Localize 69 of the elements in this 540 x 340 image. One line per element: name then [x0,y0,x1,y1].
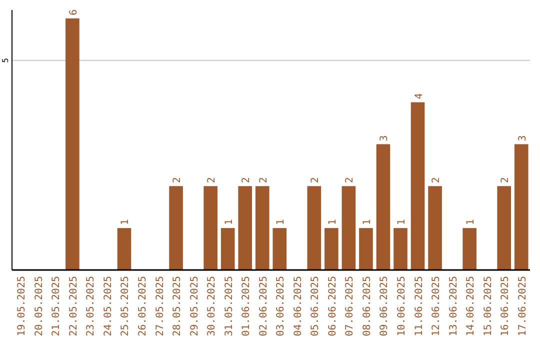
x-tick-label: 19.05.2025 [16,276,28,336]
x-tick-label: 24.05.2025 [102,276,114,336]
x-tick-label: 07.06.2025 [344,276,356,336]
data-label: 2 [206,177,218,184]
bar [359,228,373,270]
x-tick-label: 17.06.2025 [517,276,528,336]
x-tick-label: 20.05.2025 [34,276,45,336]
x-tick-label: 04.06.2025 [292,276,304,336]
x-tick-label: 27.05.2025 [154,276,166,336]
bar [342,186,356,270]
x-tick-label: 05.06.2025 [310,276,322,336]
x-tick-label: 15.06.2025 [482,276,494,336]
data-label: 1 [327,219,338,226]
bar [238,186,252,270]
bar [410,102,425,270]
data-label: 1 [276,219,287,226]
data-label: 1 [120,219,132,226]
bar [307,186,322,270]
x-tick-label: 11.06.2025 [414,276,425,336]
x-tick-label: 30.05.2025 [206,276,218,336]
data-label: 2 [500,177,512,184]
x-tick-label: 21.05.2025 [51,276,62,336]
x-tick-label: 16.06.2025 [500,276,512,336]
data-label: 2 [344,177,356,184]
bar [272,228,287,270]
data-label: 4 [414,93,425,100]
bar [117,228,132,270]
x-tick-label: 29.05.2025 [189,276,200,336]
bar [428,186,442,270]
bar [220,228,235,270]
bar [324,228,338,270]
x-tick-label: 13.06.2025 [448,276,460,336]
x-tick-label: 10.06.2025 [396,276,408,336]
bar [376,144,390,270]
data-label: 1 [466,219,477,226]
x-tick-label: 03.06.2025 [276,276,287,336]
bar [169,186,183,270]
bar [394,228,408,270]
bar [514,144,528,270]
x-tick-label: 14.06.2025 [466,276,477,336]
x-tick-label: 01.06.2025 [241,276,252,336]
x-tick-label: 06.06.2025 [327,276,338,336]
x-tick-label: 09.06.2025 [379,276,390,336]
data-label: 2 [241,177,252,184]
data-label: 2 [172,177,184,184]
x-tick-label: 23.05.2025 [86,276,97,336]
x-tick-label: 26.05.2025 [138,276,148,336]
data-label: 3 [379,135,390,142]
data-label: 2 [431,177,442,184]
x-tick-label: 02.06.2025 [258,276,270,336]
x-tick-label: 28.05.2025 [172,276,184,336]
bar [204,186,218,270]
bar [66,18,80,270]
x-tick-label: 12.06.2025 [431,276,442,336]
bar [255,186,270,270]
x-tick-label: 08.06.2025 [362,276,373,336]
x-tick-label: 25.05.2025 [120,276,132,336]
x-tick-label: 31.05.2025 [224,276,235,336]
data-label: 1 [396,219,408,226]
data-label: 2 [258,177,270,184]
x-tick-label: 22.05.2025 [68,276,80,336]
data-label: 3 [517,135,528,142]
data-label: 6 [68,9,80,16]
bar [462,228,476,270]
data-label: 2 [310,177,322,184]
bar [497,186,512,270]
data-label: 1 [224,219,235,226]
data-label: 1 [362,219,373,226]
y-tick-label: 5 [1,58,10,63]
